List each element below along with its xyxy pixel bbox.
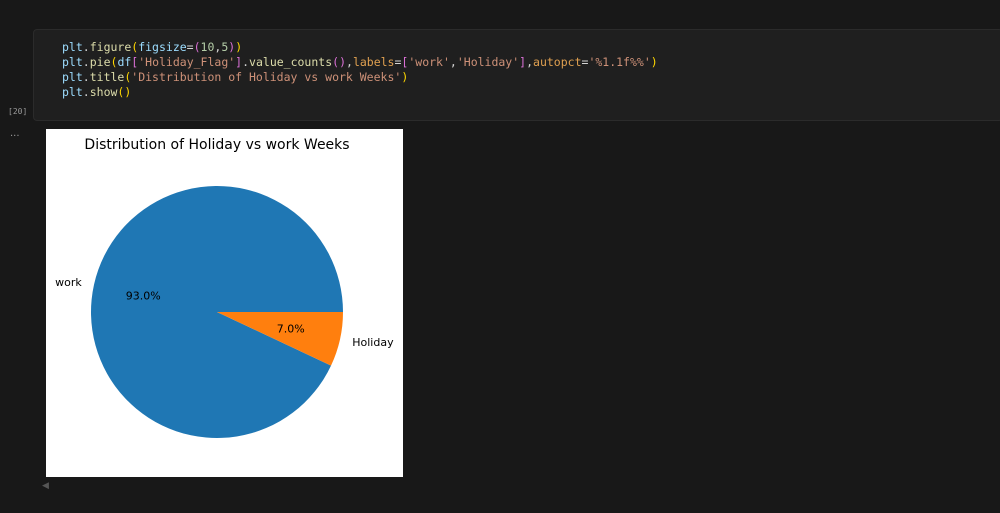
chart-output: Distribution of Holiday vs work Weeks 93… [46, 129, 403, 477]
data-label-work: 93.0% [126, 290, 161, 303]
pie-slice-holiday [217, 312, 343, 366]
code-line-3: plt.title('Distribution of Holiday vs wo… [62, 70, 409, 84]
code-editor[interactable]: plt.figure(figsize=(10,5)) plt.pie(df['H… [62, 40, 658, 100]
execution-count: [20] [8, 107, 28, 116]
code-cell[interactable]: plt.figure(figsize=(10,5)) plt.pie(df['H… [33, 29, 1000, 121]
code-line-1: plt.figure(figsize=(10,5)) [62, 40, 243, 54]
pie-chart: Distribution of Holiday vs work Weeks 93… [55, 137, 394, 439]
output-menu-button[interactable]: ... [10, 128, 20, 139]
slice-label-work: work [55, 276, 82, 289]
code-line-2: plt.pie(df['Holiday_Flag'].value_counts(… [62, 55, 658, 69]
chart-title: Distribution of Holiday vs work Weeks [84, 137, 349, 153]
pie-slice-work [91, 186, 343, 439]
code-line-4: plt.show() [62, 85, 132, 99]
scroll-left-icon[interactable]: ◀ [42, 481, 49, 491]
slice-label-holiday: Holiday [352, 336, 394, 349]
data-label-holiday: 7.0% [277, 322, 305, 335]
